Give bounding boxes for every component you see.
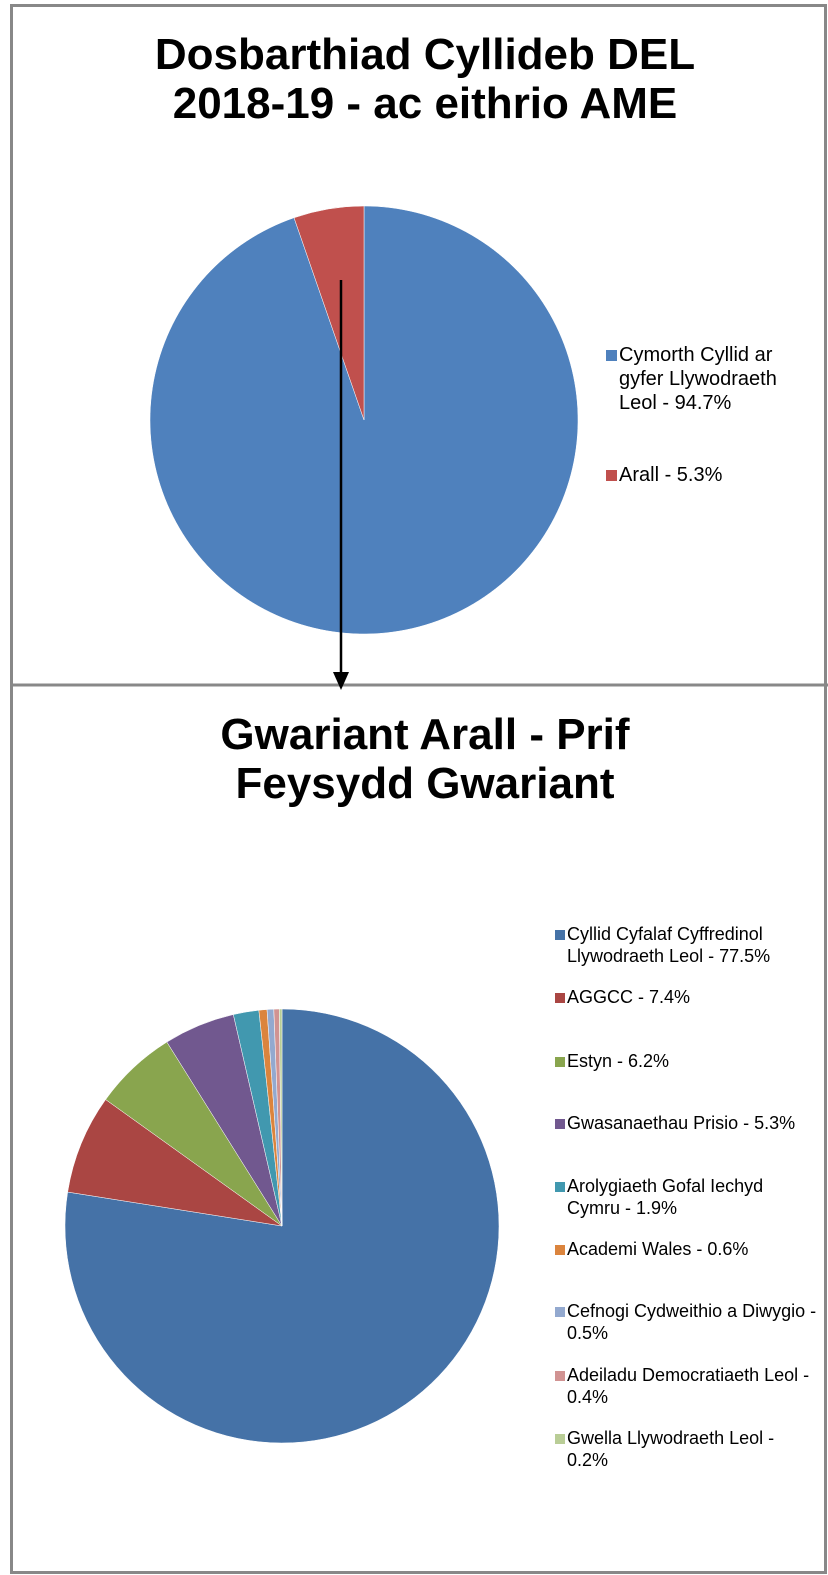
pie-slice [149,205,579,635]
pie-slice [279,1008,283,1227]
legend-swatch [555,1118,565,1129]
legend-label: Gwasanaethau Prisio - 5.3% [567,1113,796,1133]
legend-label: Arall - 5.3% [619,464,723,486]
legend-label: Academi Wales - 0.6% [567,1239,749,1259]
legend-swatch [555,1181,565,1192]
legend-swatch [555,929,565,940]
legend-swatch [555,1306,565,1317]
chart-title: Dosbarthiad Cyllideb DEL 2018-19 - ac ei… [154,30,696,129]
legend-label: Cyllid Cyfalaf Cyffredinol Llywodraeth L… [567,924,771,966]
legend-label: Gwella Llywodraeth Leol - 0.2% [567,1428,775,1470]
legend-label: AGGCC - 7.4% [567,987,691,1007]
pie-slice [293,205,365,421]
legend-swatch [606,349,617,361]
legend-label: Arolygiaeth Gofal Iechyd Cymru - 1.9% [567,1176,764,1218]
legend-label: Estyn - 6.2% [567,1051,670,1071]
legend-swatch [555,1433,565,1444]
frame [10,4,827,1574]
legend-label: Cymorth Cyllid ar gyfer Llywodraeth Leol… [619,344,777,414]
legend-label: Cefnogi Cydweithio a Diwygio - 0.5% [567,1301,817,1343]
legend-swatch [555,1370,565,1381]
arrow-head [333,672,349,690]
legend-swatch [606,469,617,481]
legend-swatch [555,992,565,1003]
legend-swatch [555,1244,565,1255]
legend-label: Adeiladu Democratiaeth Leol - 0.4% [567,1365,810,1407]
pie-slice [67,1099,283,1227]
chart-title: Gwariant Arall - Prif Feysydd Gwariant [220,710,630,809]
legend-swatch [555,1056,565,1067]
